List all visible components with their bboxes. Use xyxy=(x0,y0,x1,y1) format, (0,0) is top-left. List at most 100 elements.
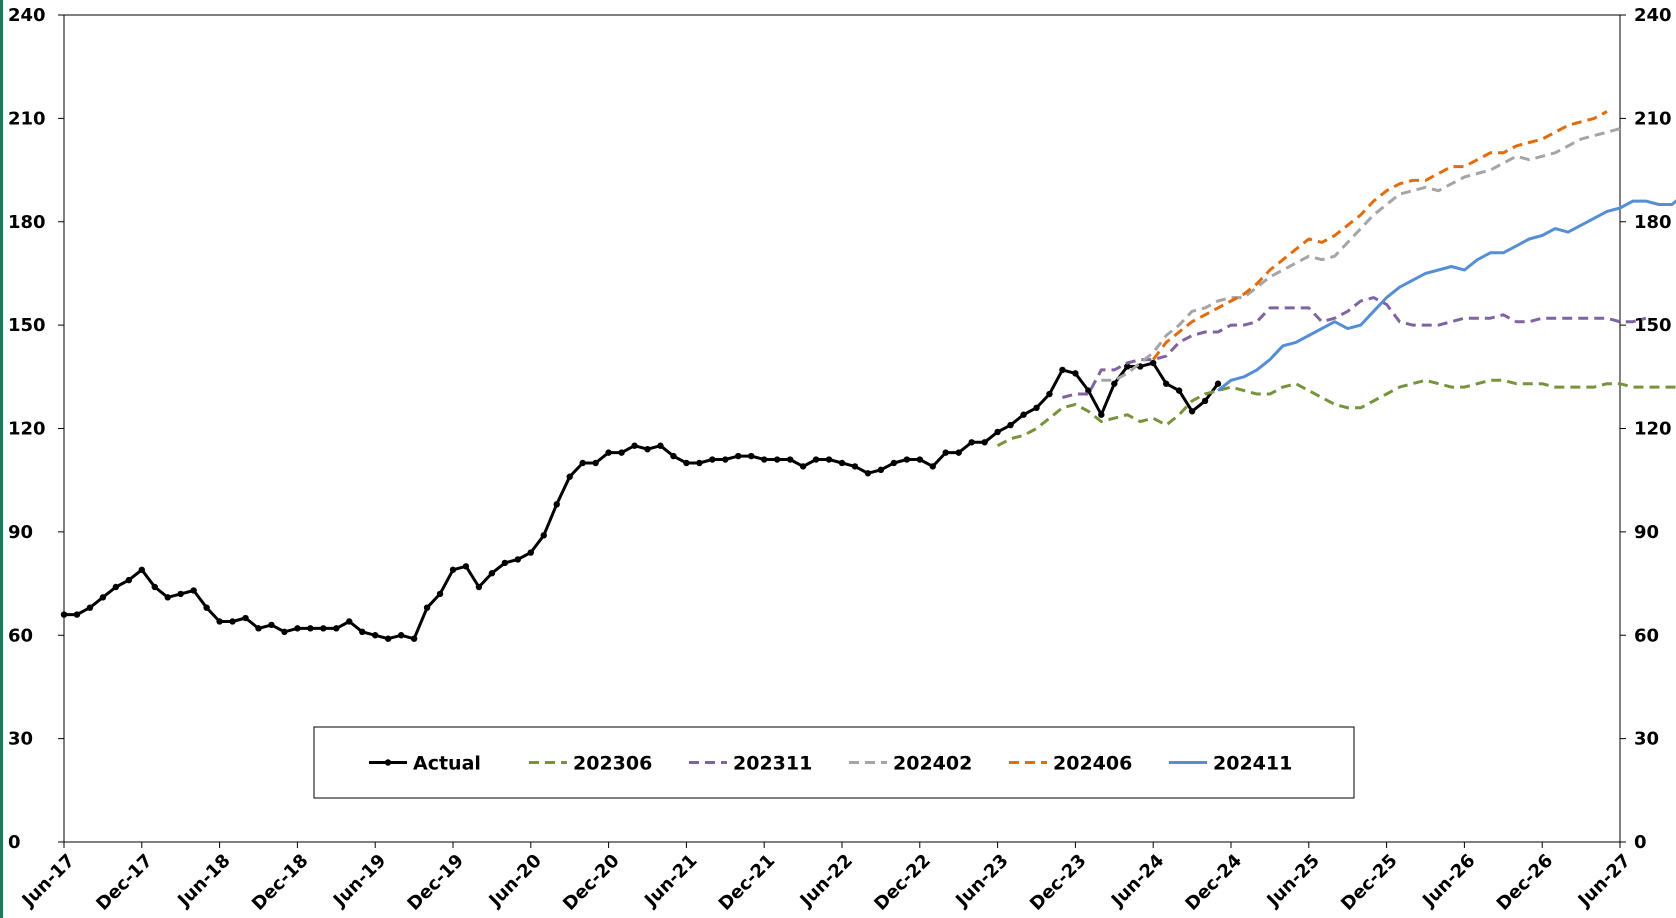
series-point-Actual-59 xyxy=(825,456,833,463)
x-tick-label-16: Jun-25 xyxy=(1262,850,1324,912)
series-point-Actual-86 xyxy=(1175,387,1183,394)
series-point-Actual-28 xyxy=(423,604,431,611)
series-line-202402 xyxy=(1101,127,1621,382)
series-point-Actual-23 xyxy=(359,628,366,636)
series-line-202406 xyxy=(1152,110,1608,361)
series-point-Actual-79 xyxy=(1085,387,1092,394)
series-point-Actual-65 xyxy=(903,456,911,463)
legend-label-202306: 202306 xyxy=(573,753,652,775)
series-line-202306 xyxy=(996,378,1676,448)
legend-label-202411: 202411 xyxy=(1213,753,1292,775)
y-tick-label-left-3: 90 xyxy=(8,522,33,543)
y-tick-label-right-5: 150 xyxy=(1634,315,1672,336)
x-tick-label-17: Dec-25 xyxy=(1337,850,1402,915)
series-line-202311 xyxy=(1062,296,1647,399)
series-point-Actual-56 xyxy=(786,456,794,463)
x-tick-label-10: Jun-22 xyxy=(795,850,857,912)
x-tick-label-12: Jun-23 xyxy=(951,850,1013,912)
series-point-Actual-11 xyxy=(203,604,210,611)
series-point-Actual-74 xyxy=(1020,411,1027,418)
series-point-Actual-63 xyxy=(877,466,885,474)
series-point-Actual-89 xyxy=(1214,380,1222,387)
x-tick-label-0: Jun-17 xyxy=(17,850,79,912)
y-tick-label-right-1: 30 xyxy=(1634,729,1659,750)
legend-marker-Actual xyxy=(384,759,392,766)
y-tick-label-left-4: 120 xyxy=(8,419,46,440)
y-tick-label-left-6: 180 xyxy=(8,212,46,233)
series-point-Actual-46 xyxy=(657,442,664,449)
series-point-Actual-32 xyxy=(475,583,483,591)
series-point-Actual-16 xyxy=(268,621,275,629)
series-point-Actual-5 xyxy=(125,576,133,584)
x-tick-label-7: Dec-20 xyxy=(559,850,624,915)
x-tick-label-5: Dec-19 xyxy=(403,850,468,915)
series-point-Actual-50 xyxy=(709,456,716,463)
series-point-Actual-80 xyxy=(1098,411,1105,418)
series-line-Actual xyxy=(64,361,1220,641)
x-tick-label-15: Dec-24 xyxy=(1181,850,1246,915)
x-tick-label-1: Dec-17 xyxy=(92,850,157,915)
series-point-Actual-29 xyxy=(436,590,444,598)
y-tick-label-right-0: 0 xyxy=(1634,832,1647,853)
x-tick-label-2: Jun-18 xyxy=(173,850,235,912)
series-point-Actual-48 xyxy=(683,459,690,467)
series-point-Actual-64 xyxy=(890,459,898,467)
series-point-Actual-39 xyxy=(566,473,573,480)
x-tick-label-4: Jun-19 xyxy=(328,850,390,912)
series-point-Actual-14 xyxy=(242,614,249,622)
series-point-Actual-51 xyxy=(722,456,729,463)
x-tick-label-9: Dec-21 xyxy=(715,850,780,915)
series-point-Actual-24 xyxy=(372,632,379,639)
series-point-Actual-57 xyxy=(799,463,807,470)
series-point-Actual-43 xyxy=(618,449,625,456)
series-point-Actual-8 xyxy=(164,594,171,601)
series-point-Actual-15 xyxy=(255,625,262,632)
series-point-Actual-19 xyxy=(307,625,314,632)
series-point-Actual-33 xyxy=(488,570,496,577)
x-tick-label-14: Jun-24 xyxy=(1106,850,1168,912)
series-point-Actual-12 xyxy=(216,618,223,625)
y-tick-label-right-3: 90 xyxy=(1634,522,1659,543)
series-point-Actual-2 xyxy=(86,604,94,611)
series-point-Actual-37 xyxy=(540,532,547,539)
y-tick-label-left-8: 240 xyxy=(8,5,46,26)
series-point-Actual-54 xyxy=(761,456,768,463)
series-point-Actual-67 xyxy=(929,463,936,470)
x-tick-label-11: Dec-22 xyxy=(870,850,935,915)
y-tick-label-left-0: 0 xyxy=(8,832,21,853)
series-point-Actual-31 xyxy=(462,563,470,570)
series-point-Actual-40 xyxy=(579,459,586,467)
series-point-Actual-66 xyxy=(916,456,923,463)
y-tick-label-right-6: 180 xyxy=(1634,212,1672,233)
left-edge-stripe xyxy=(0,0,3,918)
series-point-Actual-62 xyxy=(864,470,872,477)
y-tick-label-right-4: 120 xyxy=(1634,419,1672,440)
series-point-Actual-35 xyxy=(514,556,522,563)
series-point-Actual-52 xyxy=(735,452,742,460)
series-point-Actual-82 xyxy=(1124,363,1131,370)
series-point-Actual-53 xyxy=(748,452,755,460)
series-point-Actual-27 xyxy=(410,635,418,642)
plot-area xyxy=(63,14,1621,843)
series-point-Actual-44 xyxy=(631,442,638,449)
series-point-Actual-38 xyxy=(553,501,560,508)
series-point-Actual-4 xyxy=(112,583,120,591)
series-point-Actual-75 xyxy=(1033,404,1040,412)
series-point-Actual-88 xyxy=(1201,397,1209,405)
series-point-Actual-6 xyxy=(138,566,145,573)
series-point-Actual-45 xyxy=(644,445,651,453)
series-point-Actual-10 xyxy=(190,587,197,594)
series-point-Actual-9 xyxy=(177,590,184,598)
series-line-202411 xyxy=(1217,199,1676,392)
series-point-Actual-36 xyxy=(527,549,534,556)
series-point-Actual-77 xyxy=(1059,366,1066,374)
series-point-Actual-47 xyxy=(670,452,677,460)
x-tick-label-19: Dec-26 xyxy=(1493,850,1558,915)
legend-label-202311: 202311 xyxy=(733,753,812,775)
series-point-Actual-73 xyxy=(1007,421,1014,429)
x-tick-label-18: Jun-26 xyxy=(1417,850,1479,912)
series-point-Actual-60 xyxy=(838,459,846,467)
series-point-Actual-21 xyxy=(333,625,340,632)
series-point-Actual-85 xyxy=(1162,380,1170,387)
